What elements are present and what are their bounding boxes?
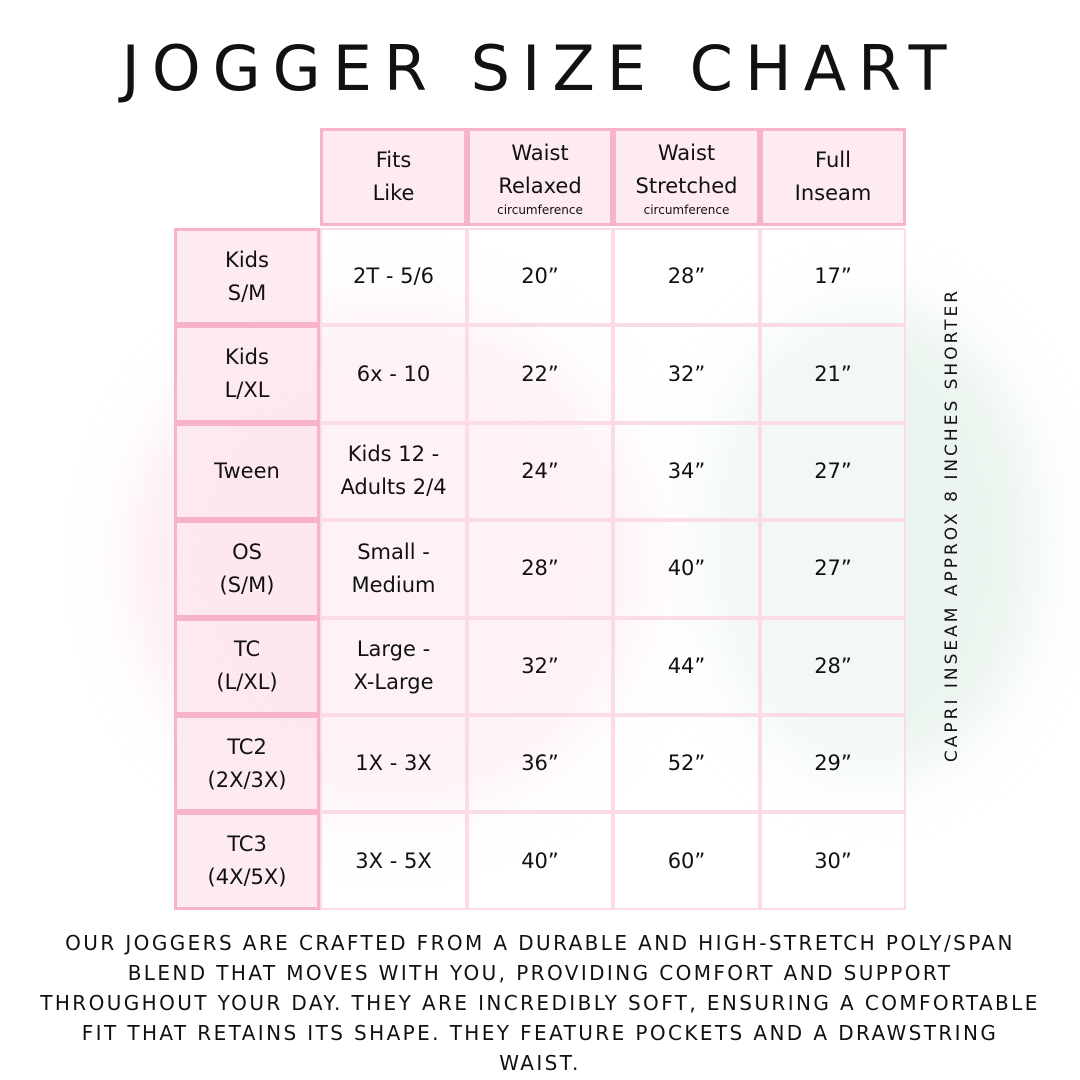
row-header-size: Kids S/M [174,228,320,326]
cell-text: 22” [521,361,559,386]
fits-like-cell: 6x - 10 [320,325,467,423]
relaxed-cell: 28” [467,520,613,618]
stretched-cell: 52” [613,715,760,813]
cell-text: 21” [814,361,852,386]
cell-text: S/M [227,280,267,305]
row-header-size: OS (S/M) [174,520,320,618]
row-header-size: TC3 (4X/5X) [174,812,320,910]
column-header: Fits Like [320,128,467,226]
cell-text: 24” [521,458,559,483]
column-header: Full Inseam [760,128,906,226]
relaxed-cell: 24” [467,422,613,521]
header-subtext: circumference [497,203,583,217]
cell-text: Inseam [794,181,872,205]
cell-text: 28” [667,264,706,289]
cell-text: 40” [521,848,559,873]
cell-text: Waist [657,141,716,165]
cell-text: 27” [814,556,852,581]
cell-text: Medium [351,572,436,597]
cell-text: 60” [667,848,706,873]
fits-like-cell: 2T - 5/6 [320,228,467,326]
cell-text: 34” [667,458,706,483]
cell-text: 3X - 5X [355,848,432,873]
fits-like-cell: Large - X-Large [320,617,467,715]
row-header-size: TC2 (2X/3X) [174,715,320,813]
cell-text: (S/M) [219,572,275,597]
cell-text: Kids [225,247,269,272]
row-header-size: Kids L/XL [174,325,320,423]
relaxed-cell: 32” [467,617,613,715]
cell-text: X-Large [353,670,434,695]
cell-text: 30” [814,848,852,873]
cell-text: 27” [814,458,852,483]
cell-text: (4X/5X) [207,865,287,890]
cell-text: Stretched [635,174,738,198]
relaxed-cell: 20” [467,228,613,326]
cell-text: 28” [521,556,559,581]
relaxed-cell: 36” [467,715,613,813]
inseam-cell: 17” [760,228,906,326]
cactus-watermark [700,300,1040,780]
cell-text: 32” [521,653,559,678]
fits-like-cell: Kids 12 - Adults 2/4 [320,422,467,521]
relaxed-cell: 22” [467,325,613,423]
stretched-cell: 28” [613,228,760,326]
cell-text: Small - [357,539,430,564]
cell-text: Waist [511,141,569,165]
column-header: Waist Relaxed circumference [467,128,613,226]
fits-like-cell: Small - Medium [320,520,467,618]
stretched-cell: 34” [613,422,760,521]
cell-text: 20” [521,264,559,289]
cell-text: Relaxed [498,174,582,198]
cell-text: (L/XL) [216,670,278,695]
cell-text: 44” [667,653,706,678]
cell-text: 36” [521,751,559,776]
page-title: Jogger Size Chart [121,32,959,105]
inseam-cell: 29” [760,715,906,813]
stretched-cell: 40” [613,520,760,618]
inseam-cell: 30” [760,812,906,910]
inseam-cell: 27” [760,520,906,618]
inseam-cell: 27” [760,422,906,521]
cell-text: TC2 [227,734,267,759]
cell-text: 32” [667,361,706,386]
column-header: Waist Stretched circumference [613,128,760,226]
cell-text: OS [232,539,262,564]
cell-text: Tween [214,458,280,483]
capri-note: Capri inseam approx 8 inches shorter [942,287,962,763]
inseam-cell: 21” [760,325,906,423]
cell-text: TC3 [227,832,267,857]
cell-text: 29” [814,751,852,776]
cell-text: 6x - 10 [356,361,431,386]
cell-text: Kids [225,345,269,370]
cell-text: L/XL [224,378,270,403]
cell-text: 1X - 3X [355,751,432,776]
inseam-cell: 28” [760,617,906,715]
row-header-size: Tween [174,422,320,521]
cell-text: 40” [667,556,706,581]
cell-text: Adults 2/4 [340,475,447,500]
stretched-cell: 32” [613,325,760,423]
cell-text: Kids 12 - [347,442,440,467]
stretched-cell: 44” [613,617,760,715]
cell-text: 52” [667,751,706,776]
cell-text: Full [815,148,851,172]
cell-text: 17” [814,264,852,289]
fits-like-cell: 1X - 3X [320,715,467,813]
stretched-cell: 60” [613,812,760,910]
fits-like-cell: 3X - 5X [320,812,467,910]
cell-text: (2X/3X) [207,767,287,792]
relaxed-cell: 40” [467,812,613,910]
cell-text: 2T - 5/6 [353,264,434,289]
header-subtext: circumference [643,203,730,217]
cell-text: Large - [356,637,431,662]
cell-text: Like [372,181,415,205]
description-text: Our joggers are crafted from a durable a… [40,931,1040,1075]
cell-text: 28” [814,653,852,678]
cell-text: Fits [375,148,412,172]
row-header-size: TC (L/XL) [174,617,320,715]
cell-text: TC [233,637,261,662]
